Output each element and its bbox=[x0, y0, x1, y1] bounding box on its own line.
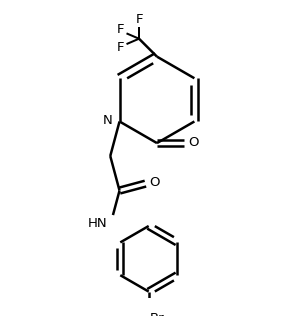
Text: Br: Br bbox=[150, 312, 165, 316]
Text: O: O bbox=[188, 136, 199, 149]
Text: N: N bbox=[103, 114, 113, 127]
Text: F: F bbox=[135, 13, 143, 26]
Text: F: F bbox=[117, 41, 124, 54]
Text: O: O bbox=[149, 176, 159, 189]
Text: F: F bbox=[117, 23, 124, 36]
Text: HN: HN bbox=[88, 217, 108, 230]
